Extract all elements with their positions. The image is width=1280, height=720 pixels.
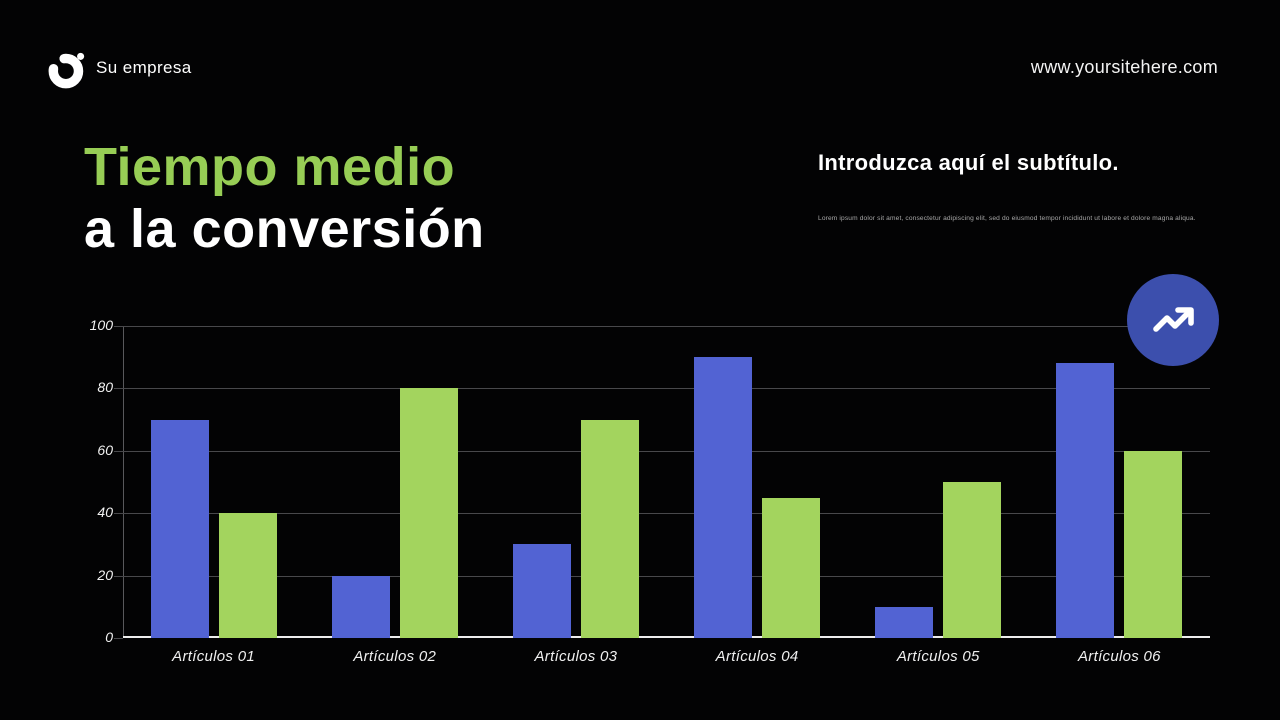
y-axis-label-40: 40: [97, 504, 113, 521]
subtitle-heading: Introduzca aquí el subtítulo.: [818, 150, 1119, 175]
bar-serie-verde-2: [399, 388, 458, 638]
brand-logo-icon: [48, 52, 85, 89]
x-axis-label-2: Artículos 02: [353, 648, 437, 665]
gridline-y-80: [123, 388, 1210, 390]
bar-group-3: [485, 326, 666, 638]
bar-group-2: [304, 326, 485, 638]
y-axis-label-60: 60: [97, 441, 113, 458]
bar-serie-verde-4: [762, 497, 821, 638]
y-axis-label-0: 0: [105, 629, 113, 645]
bar-group-1: [123, 326, 304, 638]
website-url: www.yoursitehere.com: [1030, 57, 1218, 77]
x-axis-label-5: Artículos 05: [896, 648, 980, 665]
trending-up-icon: [1153, 307, 1194, 332]
slide-title: Tiempo medio a la conversión: [84, 136, 485, 260]
x-axis-label-6: Artículos 06: [1078, 648, 1161, 665]
gridline-y-60: [123, 450, 1210, 452]
y-axis-label-100: 100: [89, 317, 113, 333]
brand-name: Su empresa: [96, 58, 192, 77]
bar-serie-verde-5: [943, 482, 1002, 638]
bar-group-5: [848, 326, 1029, 638]
y-tick-20: [114, 575, 123, 577]
gridline-y-20: [123, 575, 1210, 577]
y-axis-label-20: 20: [97, 566, 113, 583]
bar-serie-azul-4: [694, 357, 753, 638]
y-tick-80: [114, 388, 123, 390]
x-axis-label-1: Artículos 01: [172, 648, 255, 665]
gridline-y-0: [123, 636, 1210, 638]
bar-serie-azul-5: [875, 606, 934, 638]
bar-serie-azul-1: [150, 419, 209, 638]
bar-serie-azul-2: [331, 575, 390, 638]
y-axis-line: [123, 326, 124, 638]
y-tick-60: [114, 450, 123, 452]
x-axis-label-3: Artículos 03: [534, 648, 618, 665]
y-tick-100: [114, 326, 123, 327]
bar-serie-verde-3: [580, 419, 639, 638]
y-tick-40: [114, 513, 123, 515]
gridline-y-100: [123, 326, 1210, 327]
subtitle-body-text: Lorem ipsum dolor sit amet, consectetur …: [818, 215, 1196, 222]
bar-group-4: [667, 326, 848, 638]
bar-serie-verde-1: [218, 513, 277, 638]
bar-serie-azul-3: [512, 544, 571, 638]
slide-title-line1: Tiempo medio: [84, 137, 456, 197]
bar-group-6: [1029, 326, 1210, 638]
bar-serie-azul-6: [1056, 363, 1115, 638]
bar-serie-verde-6: [1124, 450, 1183, 638]
trend-badge: [1127, 274, 1219, 366]
x-axis-label-4: Artículos 04: [715, 648, 799, 665]
y-axis-label-80: 80: [97, 379, 113, 396]
y-tick-0: [114, 638, 123, 639]
slide-title-line2: a la conversión: [84, 199, 485, 260]
bar-chart: 0 20 40 60 80 100 Artículos 01 Artículos 02 Artí…: [90, 317, 1210, 665]
gridline-y-40: [123, 513, 1210, 515]
